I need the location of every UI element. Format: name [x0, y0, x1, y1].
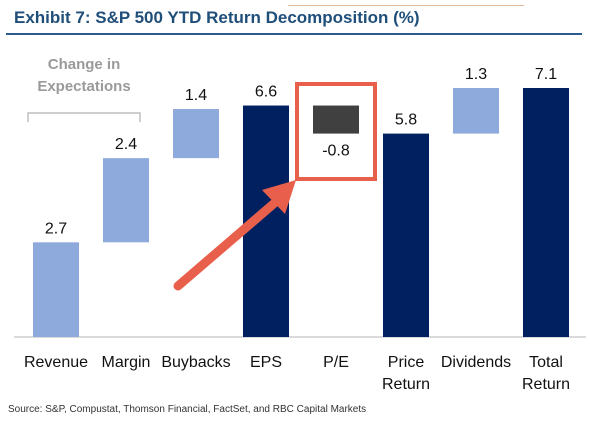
bar-dividends: [453, 88, 499, 134]
category-label-dividends: Dividends: [441, 354, 511, 371]
bar-total-return: [523, 88, 569, 337]
category-label-buybacks: Buybacks: [161, 354, 230, 371]
category-label-margin: Margin: [102, 354, 151, 371]
category-label-price-return-line-1: Price: [388, 354, 425, 371]
annotation-line-1: Change in: [48, 56, 121, 73]
category-label-revenue: Revenue: [24, 354, 88, 371]
category-label-total-return-line-2: Return: [522, 376, 570, 393]
source-note: Source: S&P, Compustat, Thomson Financia…: [8, 404, 367, 415]
value-label-buybacks: 1.4: [185, 87, 207, 104]
bar-buybacks: [173, 109, 219, 159]
category-label-price-return-line-2: Return: [382, 376, 430, 393]
value-label-p-e: -0.8: [322, 143, 350, 160]
value-label-revenue: 2.7: [45, 220, 67, 237]
bar-price-return: [383, 133, 429, 337]
waterfall-chart: 2.7 Revenue 2.4 Margin 1.4 Buybacks 6.6 EPS -0.8…: [14, 56, 586, 393]
highlight-box: [295, 82, 377, 181]
highlight-arrow-head: [262, 180, 296, 214]
annotation-line-2: Expectations: [37, 78, 130, 95]
value-label-margin: 2.4: [115, 136, 137, 153]
value-label-total-return: 7.1: [535, 66, 557, 83]
highlight-arrow-shaft: [173, 195, 283, 291]
title-underline: [6, 33, 582, 35]
value-label-price-return: 5.8: [395, 112, 417, 129]
category-label-p-e: P/E: [323, 354, 349, 371]
category-label-total-return-line-1: Total: [529, 354, 563, 371]
title-top-rule: [288, 5, 524, 6]
value-label-eps: 6.6: [255, 84, 277, 101]
value-label-dividends: 1.3: [465, 66, 487, 83]
category-label-eps: EPS: [250, 354, 282, 371]
annotation-bracket: [27, 112, 141, 122]
bar-p-e: [313, 105, 359, 134]
bar-revenue: [33, 242, 79, 337]
chart-title: Exhibit 7: S&P 500 YTD Return Decomposit…: [14, 8, 420, 27]
bar-margin: [103, 158, 149, 243]
